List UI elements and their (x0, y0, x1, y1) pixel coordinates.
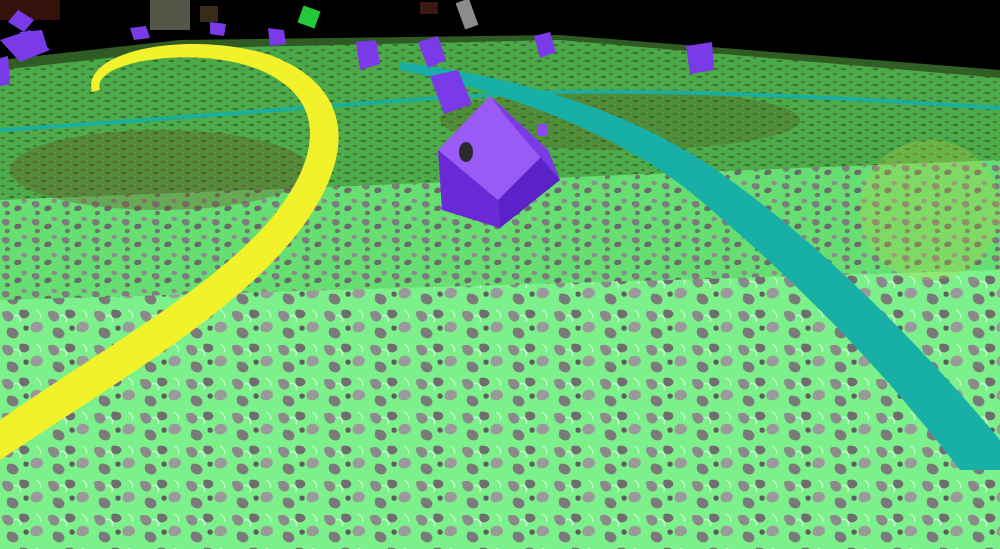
purple-block[interactable] (438, 96, 560, 228)
cyan-track (400, 62, 1000, 470)
yellow-track (0, 44, 339, 461)
distant-debris (0, 0, 479, 30)
purple-cube-swarm (0, 10, 714, 114)
cyan-track-far (0, 89, 1000, 132)
